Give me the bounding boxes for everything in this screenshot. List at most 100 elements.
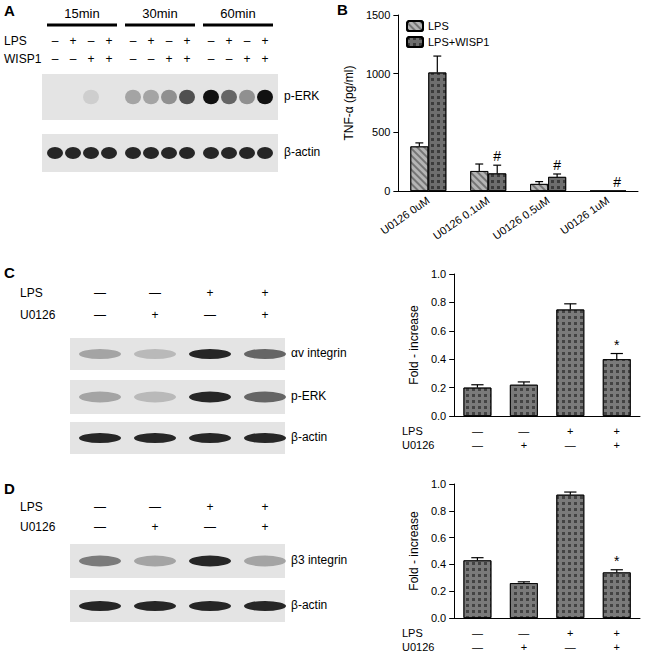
- svg-text:B: B: [337, 1, 348, 18]
- svg-text:0.0: 0.0: [431, 612, 446, 624]
- svg-text:WISP1: WISP1: [4, 52, 42, 66]
- svg-text:D: D: [4, 480, 15, 497]
- svg-text:C: C: [4, 264, 15, 281]
- svg-text:—: —: [94, 520, 106, 534]
- svg-text:—: —: [204, 520, 216, 534]
- svg-text:—: —: [518, 627, 529, 639]
- svg-text:+: +: [165, 52, 172, 66]
- svg-text:+: +: [614, 641, 620, 653]
- svg-text:—: —: [94, 308, 106, 322]
- svg-text:—: —: [565, 641, 576, 653]
- svg-text:60min: 60min: [220, 6, 255, 21]
- svg-text:1.0: 1.0: [431, 478, 446, 490]
- svg-text:+: +: [151, 308, 158, 322]
- svg-text:U0126: U0126: [402, 641, 434, 653]
- svg-text:+: +: [206, 286, 213, 300]
- svg-text:+: +: [69, 34, 76, 48]
- svg-text:0: 0: [384, 185, 390, 197]
- svg-text:LPS+WISP1: LPS+WISP1: [428, 36, 489, 48]
- svg-text:–: –: [244, 34, 251, 48]
- svg-text:500: 500: [372, 126, 390, 138]
- svg-text:+: +: [105, 34, 112, 48]
- svg-text:+: +: [614, 439, 620, 451]
- svg-text:—: —: [472, 641, 483, 653]
- svg-text:U0126 0uM: U0126 0uM: [378, 194, 431, 236]
- svg-text:+: +: [225, 34, 232, 48]
- svg-text:–: –: [52, 34, 59, 48]
- svg-text:–: –: [70, 52, 77, 66]
- svg-text:U0126 0.1uM: U0126 0.1uM: [431, 194, 492, 242]
- svg-text:0.4: 0.4: [431, 353, 446, 365]
- svg-text:—: —: [472, 627, 483, 639]
- svg-text:Fold - increase: Fold - increase: [407, 305, 421, 385]
- svg-text:—: —: [472, 439, 483, 451]
- svg-text:β-actin: β-actin: [291, 430, 327, 444]
- svg-text:—: —: [565, 439, 576, 451]
- svg-text:A: A: [4, 2, 15, 19]
- svg-text:+: +: [567, 425, 573, 437]
- svg-text:–: –: [208, 34, 215, 48]
- svg-text:+: +: [261, 500, 268, 514]
- svg-text:–: –: [208, 52, 215, 66]
- svg-text:LPS: LPS: [402, 627, 423, 639]
- svg-text:+: +: [567, 627, 573, 639]
- svg-text:β-actin: β-actin: [291, 598, 327, 612]
- svg-text:*: *: [614, 337, 620, 353]
- svg-text:+: +: [261, 308, 268, 322]
- svg-text:#: #: [493, 148, 501, 164]
- svg-text:LPS: LPS: [428, 20, 449, 32]
- svg-text:1500: 1500: [366, 9, 390, 21]
- svg-text:—: —: [94, 286, 106, 300]
- svg-text:1000: 1000: [366, 68, 390, 80]
- svg-text:–: –: [166, 34, 173, 48]
- svg-text:—: —: [204, 308, 216, 322]
- svg-text:+: +: [614, 627, 620, 639]
- svg-text:*: *: [614, 553, 620, 569]
- svg-text:30min: 30min: [142, 6, 177, 21]
- svg-text:—: —: [472, 425, 483, 437]
- svg-text:0.0: 0.0: [431, 410, 446, 422]
- svg-text:+: +: [183, 52, 190, 66]
- svg-text:+: +: [521, 641, 527, 653]
- svg-text:LPS: LPS: [4, 34, 27, 48]
- svg-text:αv integrin: αv integrin: [291, 346, 347, 360]
- svg-text:–: –: [130, 52, 137, 66]
- svg-text:LPS: LPS: [402, 425, 423, 437]
- svg-text:–: –: [148, 52, 155, 66]
- svg-text:0.2: 0.2: [431, 585, 446, 597]
- svg-text:—: —: [149, 500, 161, 514]
- svg-text:p-ERK: p-ERK: [291, 389, 326, 403]
- svg-text:+: +: [521, 439, 527, 451]
- svg-text:#: #: [553, 157, 561, 173]
- svg-text:+: +: [261, 34, 268, 48]
- svg-text:Fold - increase: Fold - increase: [407, 511, 421, 591]
- svg-text:U0126 0.5uM: U0126 0.5uM: [491, 194, 552, 242]
- svg-text:+: +: [261, 286, 268, 300]
- svg-text:TNF-α (pg/ml): TNF-α (pg/ml): [342, 66, 356, 141]
- svg-text:U0126 1uM: U0126 1uM: [558, 194, 611, 236]
- svg-text:β-actin: β-actin: [284, 145, 320, 159]
- svg-text:+: +: [183, 34, 190, 48]
- svg-text:+: +: [261, 520, 268, 534]
- svg-text:1.0: 1.0: [431, 268, 446, 280]
- svg-text:0.8: 0.8: [431, 505, 446, 517]
- svg-text:–: –: [88, 34, 95, 48]
- svg-text:#: #: [613, 174, 621, 190]
- svg-text:LPS: LPS: [20, 286, 43, 300]
- svg-text:–: –: [226, 52, 233, 66]
- svg-text:β3 integrin: β3 integrin: [291, 553, 347, 567]
- svg-text:–: –: [130, 34, 137, 48]
- svg-text:+: +: [614, 425, 620, 437]
- svg-text:0.8: 0.8: [431, 296, 446, 308]
- svg-text:–: –: [52, 52, 59, 66]
- svg-text:U0126: U0126: [402, 439, 434, 451]
- svg-text:0.4: 0.4: [431, 558, 446, 570]
- svg-text:—: —: [149, 286, 161, 300]
- svg-text:U0126: U0126: [20, 520, 56, 534]
- svg-text:p-ERK: p-ERK: [284, 89, 319, 103]
- svg-text:0.6: 0.6: [431, 532, 446, 544]
- svg-text:0.6: 0.6: [431, 325, 446, 337]
- svg-text:+: +: [147, 34, 154, 48]
- svg-text:0.2: 0.2: [431, 382, 446, 394]
- svg-text:—: —: [518, 425, 529, 437]
